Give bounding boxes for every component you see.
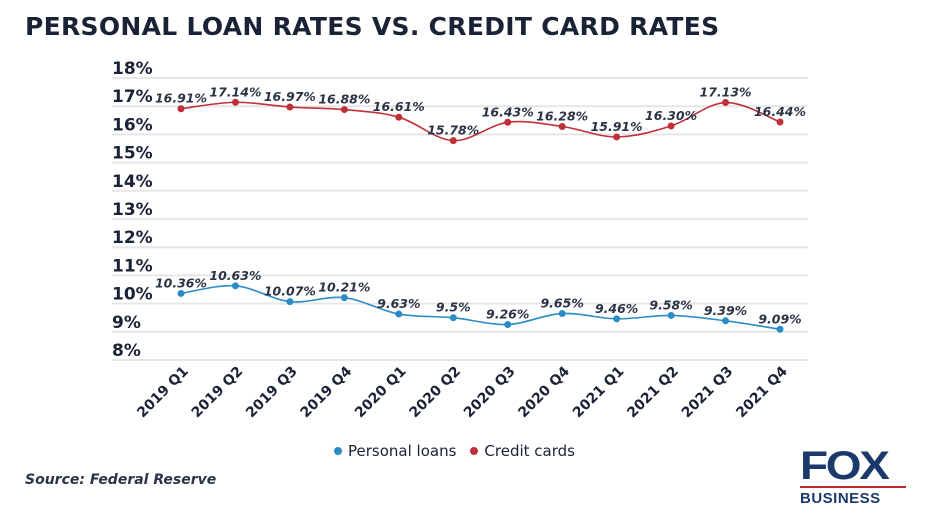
data-label: 15.91% <box>591 119 643 134</box>
x-tick-label: 2019 Q1 <box>134 364 192 422</box>
logo-text: FOX <box>800 444 890 488</box>
x-tick-label: 2021 Q3 <box>679 364 737 422</box>
y-tick-label: 17% <box>112 87 153 107</box>
data-point <box>558 309 566 317</box>
data-point <box>667 311 675 319</box>
legend-label: Credit cards <box>484 442 575 460</box>
data-point <box>558 123 566 131</box>
data-point <box>776 118 784 126</box>
data-point <box>340 106 348 114</box>
legend-dot-icon <box>334 447 342 455</box>
x-tick-label: 2021 Q2 <box>624 364 682 422</box>
data-label: 16.61% <box>373 99 425 114</box>
data-label: 16.44% <box>754 104 806 119</box>
x-tick-label: 2020 Q2 <box>406 364 464 422</box>
logo-divider <box>800 486 906 488</box>
data-point <box>667 122 675 130</box>
data-label: 16.43% <box>482 104 534 119</box>
data-label: 9.46% <box>595 301 638 316</box>
data-label: 9.65% <box>540 295 583 310</box>
data-point <box>231 98 239 106</box>
data-label: 9.58% <box>649 297 692 312</box>
data-label: 9.26% <box>486 306 529 321</box>
data-label: 9.63% <box>377 296 420 311</box>
data-point <box>449 137 457 145</box>
data-point <box>395 113 403 121</box>
data-point <box>722 317 730 325</box>
data-label: 16.91% <box>155 91 207 106</box>
source-note: Source: Federal Reserve <box>25 472 217 488</box>
data-point <box>449 314 457 322</box>
y-tick-label: 16% <box>112 115 153 135</box>
series-line-credit-cards <box>180 101 781 142</box>
data-label: 15.78% <box>427 123 479 138</box>
y-tick-label: 8% <box>112 341 141 361</box>
y-tick-label: 14% <box>112 172 153 192</box>
data-label: 16.30% <box>645 108 697 123</box>
x-tick-label: 2021 Q1 <box>570 364 628 422</box>
data-point <box>286 298 294 306</box>
x-tick-label: 2019 Q3 <box>243 364 301 422</box>
data-point <box>395 310 403 318</box>
fox-business-logo: FOX BUSINESS <box>800 446 912 507</box>
data-point <box>177 105 185 113</box>
data-label: 17.14% <box>209 84 261 99</box>
y-tick-label: 12% <box>112 228 153 248</box>
data-point <box>504 320 512 328</box>
data-label: 16.97% <box>264 89 316 104</box>
legend-dot-icon <box>470 447 479 455</box>
x-tick-label: 2020 Q1 <box>352 364 410 422</box>
y-tick-label: 10% <box>112 285 153 305</box>
data-label: 16.88% <box>318 92 370 107</box>
data-label: 10.07% <box>264 284 316 299</box>
line-chart: 18%17%16%15%14%13%12%11%10%9%8%2019 Q120… <box>112 59 808 422</box>
y-tick-label: 13% <box>112 200 153 220</box>
legend-item-credit-cards: Credit cards <box>470 442 575 460</box>
data-label: 9.09% <box>758 311 801 326</box>
legend-item-personal-loans: Personal loans <box>334 442 456 460</box>
x-tick-label: 2020 Q4 <box>515 363 573 421</box>
data-point <box>613 315 621 323</box>
data-label: 9.39% <box>704 303 747 318</box>
chart-title: PERSONAL LOAN RATES VS. CREDIT CARD RATE… <box>25 12 720 41</box>
data-point <box>286 103 294 111</box>
data-label: 17.13% <box>700 85 752 100</box>
logo-subtext: BUSINESS <box>800 490 881 507</box>
legend: Personal loans Credit cards <box>334 442 575 460</box>
x-tick-label: 2021 Q4 <box>733 363 791 421</box>
y-tick-label: 9% <box>112 313 141 333</box>
data-point <box>722 99 730 107</box>
series-line-personal-loans <box>180 284 781 331</box>
data-point <box>231 282 239 290</box>
data-label: 10.36% <box>155 275 207 290</box>
y-tick-label: 11% <box>112 256 153 276</box>
data-label: 10.63% <box>209 268 261 283</box>
data-label: 16.28% <box>536 109 588 124</box>
data-label: 9.5% <box>436 300 471 315</box>
x-tick-label: 2019 Q2 <box>189 364 247 422</box>
x-tick-label: 2020 Q3 <box>461 364 519 422</box>
y-tick-label: 18% <box>112 59 153 79</box>
data-point <box>613 133 621 141</box>
legend-label: Personal loans <box>348 442 457 460</box>
data-point <box>776 325 784 333</box>
data-point <box>340 294 348 302</box>
data-label: 10.21% <box>318 280 370 295</box>
y-tick-label: 15% <box>112 144 153 164</box>
data-point <box>504 118 512 126</box>
x-tick-label: 2019 Q4 <box>298 363 356 421</box>
data-point <box>177 289 185 297</box>
